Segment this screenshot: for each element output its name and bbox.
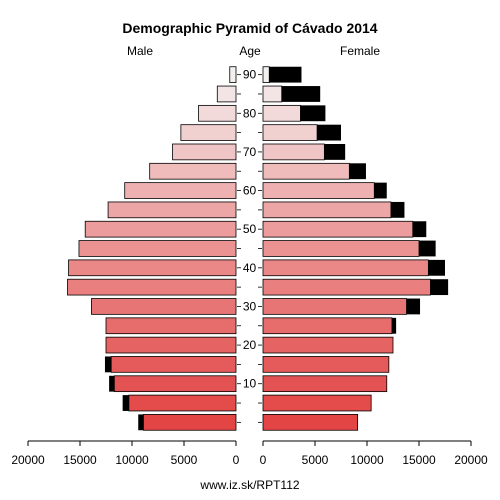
male-excess-bar — [138, 414, 144, 431]
female-bar — [262, 375, 388, 393]
female-excess-bar — [281, 86, 321, 102]
male-bar — [180, 124, 237, 141]
male-bar — [172, 143, 237, 161]
male-label: Male — [127, 44, 153, 58]
female-excess-bar — [419, 240, 436, 257]
male-bar — [78, 240, 237, 257]
female-bar — [262, 278, 431, 296]
male-x-tick-label: 0 — [233, 453, 240, 467]
age-tick-label: 80 — [243, 106, 257, 120]
male-excess-bar — [109, 375, 115, 392]
age-tick-label: 30 — [243, 299, 257, 313]
male-bar — [128, 394, 237, 412]
male-bar — [216, 85, 237, 103]
age-tick-label: 50 — [243, 222, 257, 236]
axes-group: 10 20 30 40 50 60 70 80 90 20000 15000 10000 5000 0 0 5… — [11, 68, 488, 467]
female-bar — [262, 162, 350, 180]
female-excess-bar — [317, 124, 341, 141]
female-x-tick-label: 20000 — [454, 453, 488, 467]
male-bar — [68, 259, 237, 277]
male-bar — [91, 298, 237, 315]
female-x-tick-label: 10000 — [350, 453, 384, 467]
female-bar — [262, 220, 414, 238]
male-bar — [229, 66, 237, 83]
female-bar — [262, 124, 318, 141]
female-x-tick-label: 5000 — [302, 453, 329, 467]
female-bar — [262, 356, 390, 373]
female-excess-bar — [391, 317, 397, 334]
female-bar — [262, 259, 429, 277]
female-x-tick-label: 0 — [260, 453, 267, 467]
male-bar — [107, 201, 237, 219]
female-excess-bar — [349, 163, 366, 180]
male-excess-bar — [122, 395, 129, 411]
female-excess-bar — [428, 259, 445, 276]
male-bar — [105, 317, 237, 335]
female-excess-bar — [430, 279, 449, 296]
male-bar — [113, 375, 237, 393]
age-tick-label: 70 — [243, 145, 257, 159]
age-tick-label: 10 — [243, 377, 257, 391]
age-label: Age — [239, 44, 261, 58]
male-bar — [105, 336, 237, 354]
age-tick-label: 90 — [243, 68, 257, 82]
age-tick-label: 60 — [243, 184, 257, 198]
female-bar — [262, 182, 375, 199]
female-bar — [262, 201, 392, 219]
female-bar — [262, 85, 283, 103]
female-excess-bar — [390, 201, 405, 218]
female-bar — [262, 104, 301, 122]
age-tick-label: 40 — [243, 261, 257, 275]
age-tick-label: 20 — [243, 338, 257, 352]
male-x-tick-label: 20000 — [11, 453, 45, 467]
footer-text: www.iz.sk/RPT112 — [199, 478, 299, 492]
female-bar — [262, 414, 359, 431]
male-x-tick-label: 10000 — [115, 453, 149, 467]
female-excess-bar — [374, 182, 387, 199]
female-excess-bar — [324, 144, 346, 160]
male-bar — [143, 414, 237, 431]
female-excess-bar — [406, 298, 421, 315]
male-bar — [67, 278, 237, 296]
male-bar — [124, 182, 237, 199]
female-bar — [262, 317, 393, 335]
male-x-tick-label: 5000 — [171, 453, 198, 467]
male-bar — [149, 162, 237, 180]
female-excess-bar — [412, 221, 427, 238]
female-excess-bar — [269, 66, 302, 83]
female-x-tick-label: 15000 — [402, 453, 436, 467]
female-label: Female — [340, 44, 380, 58]
female-bar — [262, 143, 325, 161]
bars-group — [67, 66, 449, 431]
male-bar — [198, 104, 237, 122]
male-bar — [84, 220, 237, 238]
female-bar — [262, 66, 270, 83]
female-bar — [262, 240, 420, 257]
female-bar — [262, 298, 407, 315]
male-x-tick-label: 15000 — [63, 453, 97, 467]
chart-title: Demographic Pyramid of Cávado 2014 — [122, 20, 377, 36]
female-excess-bar — [300, 105, 326, 122]
male-bar — [110, 356, 237, 373]
male-excess-bar — [104, 356, 112, 373]
female-bar — [262, 394, 372, 412]
female-bar — [262, 336, 394, 354]
